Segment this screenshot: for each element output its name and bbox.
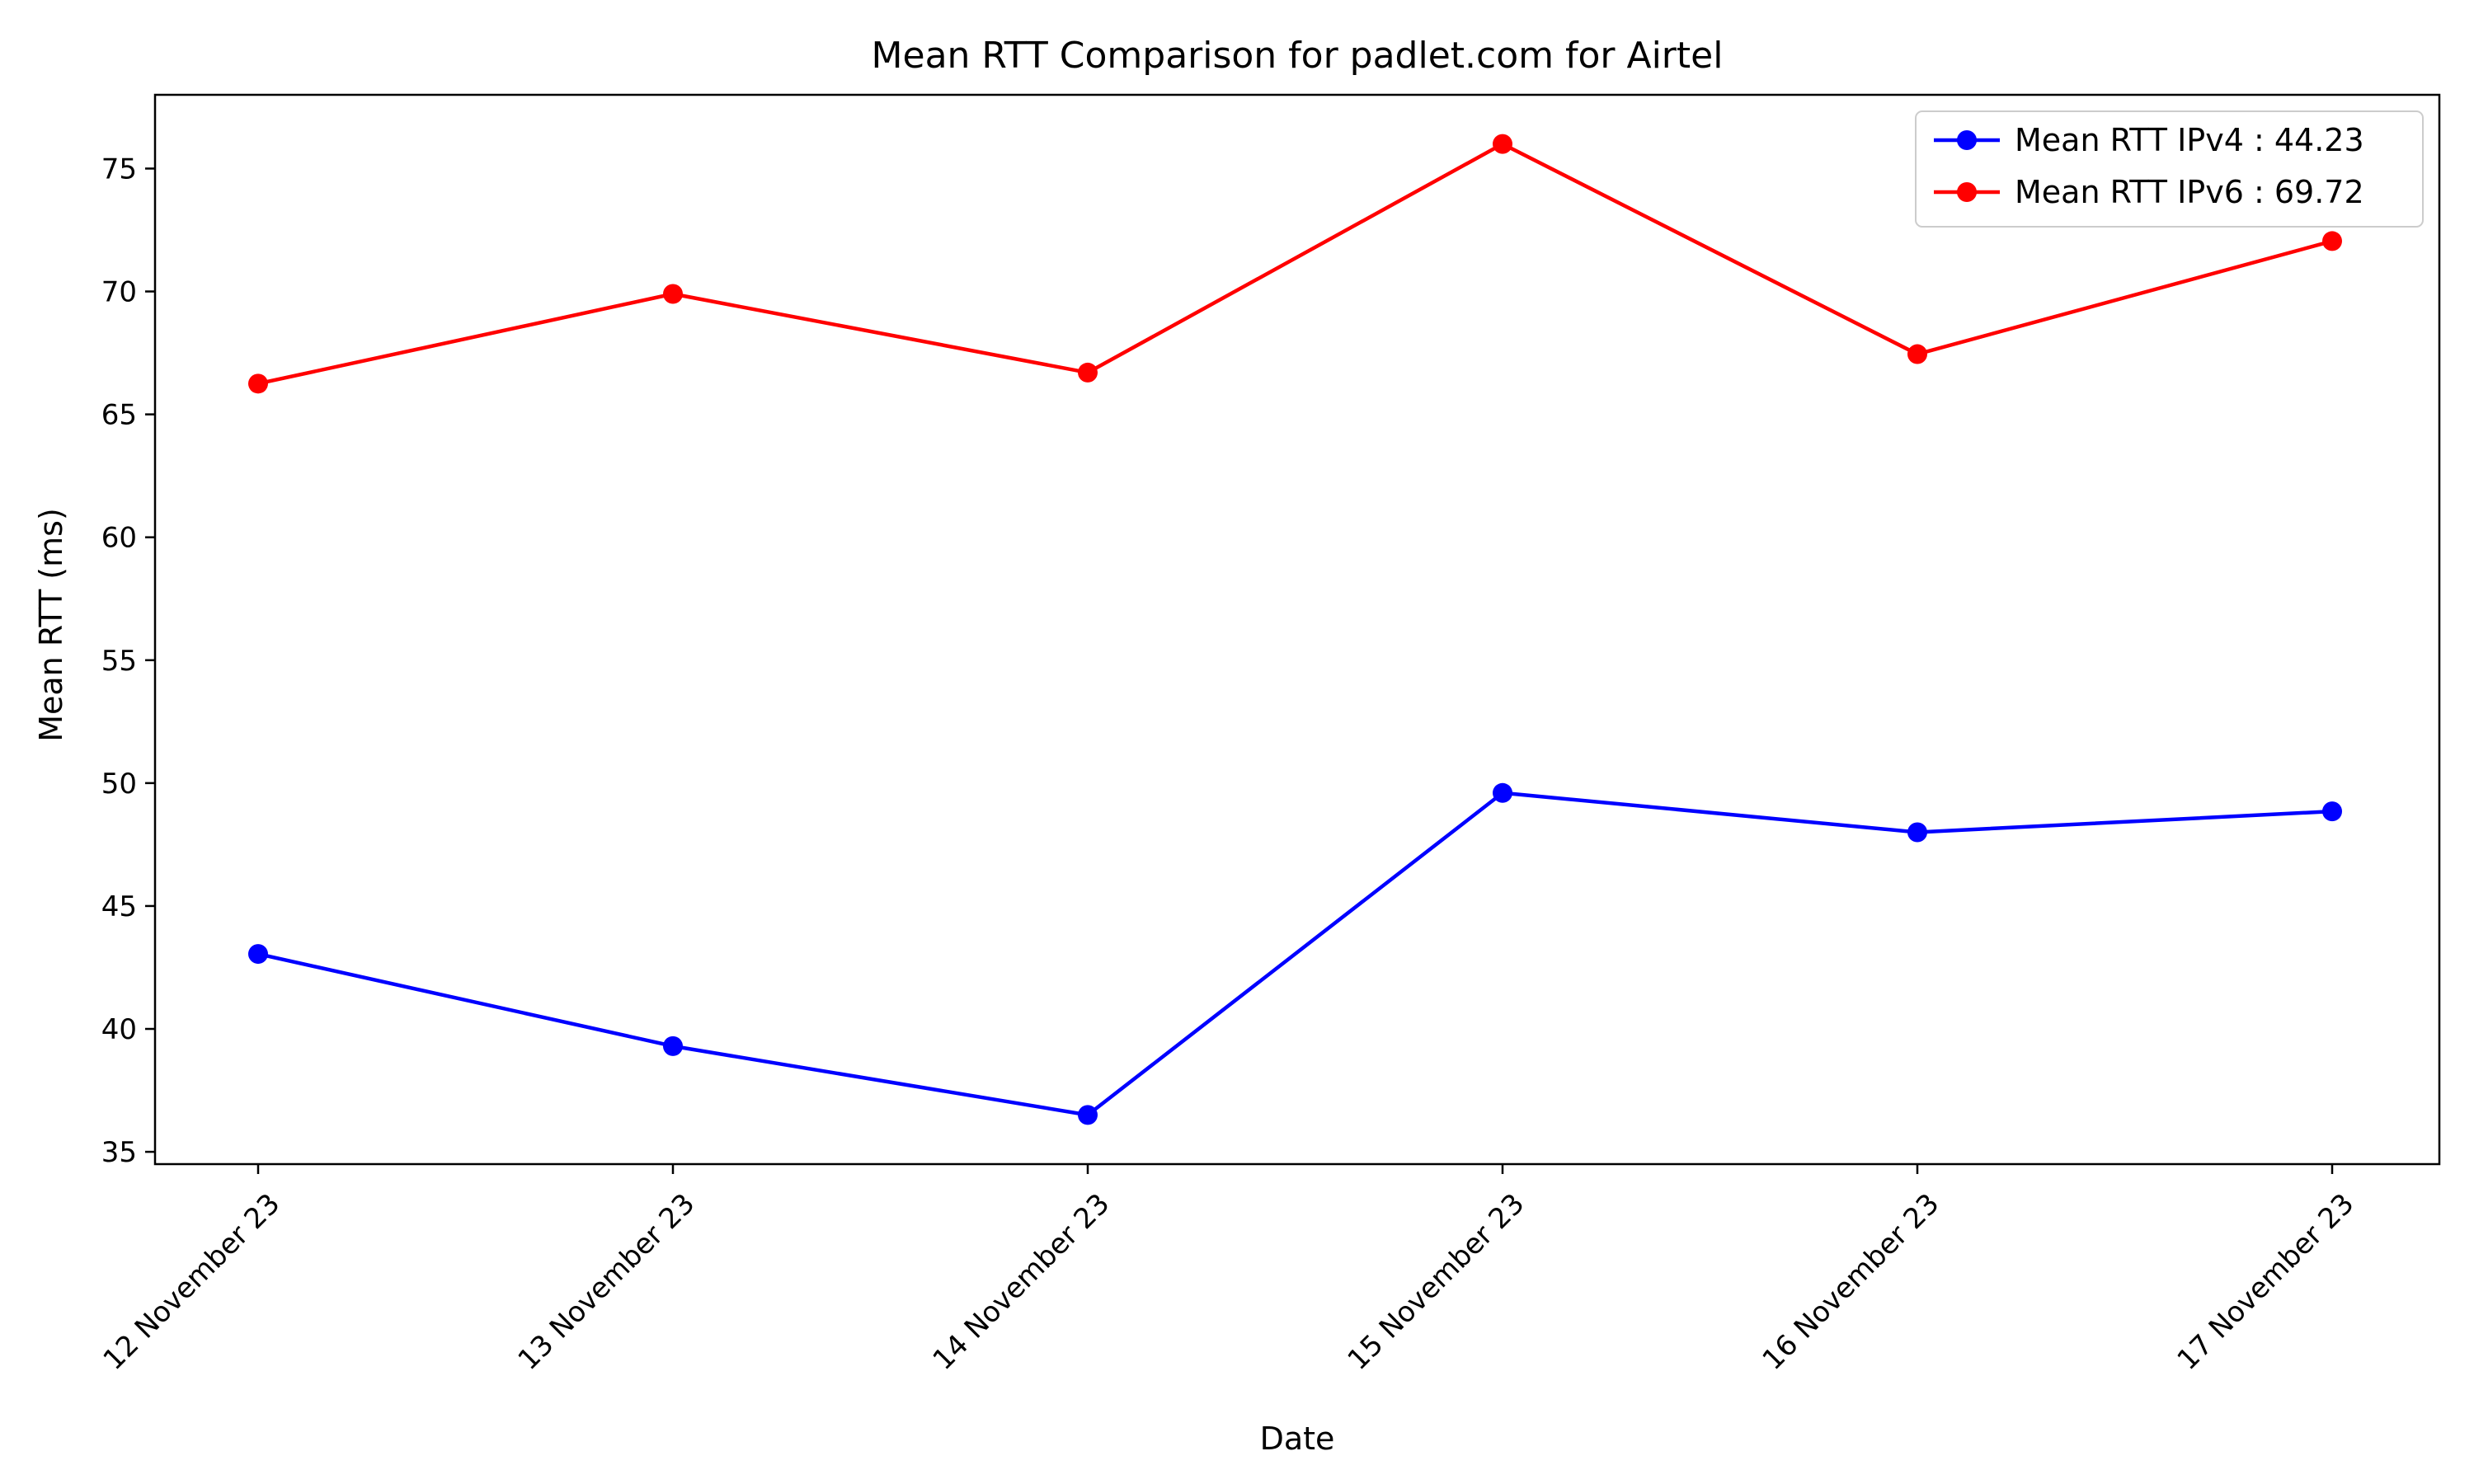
data-point: [1078, 1105, 1098, 1125]
y-tick-label: 45: [101, 890, 137, 923]
data-point: [248, 373, 268, 394]
legend-box: [1915, 110, 2424, 228]
data-point: [1078, 362, 1098, 383]
y-tick-label: 75: [101, 153, 137, 186]
legend-label: Mean RTT IPv6 : 69.72: [2015, 174, 2364, 210]
data-point: [663, 284, 683, 304]
legend: Mean RTT IPv4 : 44.23 Mean RTT IPv6 : 69.…: [1915, 110, 2424, 228]
legend-label: Mean RTT IPv4 : 44.23: [2015, 122, 2364, 158]
y-tick-label: 60: [101, 522, 137, 555]
y-axis-ticks: 35 40 45 50 55 60 65 70 75: [101, 153, 155, 1169]
x-axis-label: Date: [1260, 1421, 1335, 1457]
y-tick-label: 50: [101, 768, 137, 801]
data-point: [1493, 782, 1512, 803]
data-point: [1907, 822, 1927, 843]
legend-marker: [1957, 130, 1977, 150]
chart-title: Mean RTT Comparison for padlet.com for A…: [872, 35, 1724, 77]
y-tick-label: 65: [101, 399, 137, 432]
legend-entry: Mean RTT IPv6 : 69.72: [1934, 174, 2364, 210]
data-point: [2322, 801, 2342, 822]
data-point: [663, 1036, 683, 1056]
series-1: [248, 782, 2342, 1125]
series-line: [257, 791, 2333, 1117]
y-tick-label: 55: [101, 645, 137, 678]
data-point: [248, 944, 268, 965]
legend-marker: [1957, 182, 1977, 202]
y-tick-label: 70: [101, 276, 137, 309]
y-tick-label: 35: [101, 1136, 137, 1169]
series-line: [257, 142, 2333, 386]
legend-entries: Mean RTT IPv4 : 44.23 Mean RTT IPv6 : 69.…: [1934, 122, 2364, 210]
series-layer: [248, 134, 2342, 1125]
series-2: [248, 134, 2342, 394]
plot-frame: [153, 93, 2441, 1166]
data-point: [1493, 134, 1512, 154]
y-tick-label: 40: [101, 1013, 137, 1046]
y-axis-label: Mean RTT (ms): [33, 508, 69, 742]
data-point: [2322, 231, 2342, 251]
data-point: [1907, 344, 1927, 364]
legend-entry: Mean RTT IPv4 : 44.23: [1934, 122, 2364, 158]
